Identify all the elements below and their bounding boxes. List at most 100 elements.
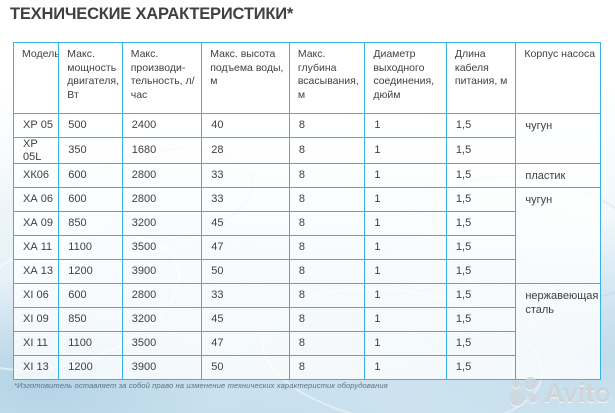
table-cell: 45 bbox=[201, 211, 290, 237]
table-cell: 1,5 bbox=[445, 355, 517, 381]
specs-table: Модель Макс. мощность двигателя, Вт Макс… bbox=[12, 42, 601, 381]
table-cell: 8 bbox=[288, 331, 366, 357]
table-cell: 1680 bbox=[121, 136, 203, 165]
column-header-lift-height: Макс. высота подъема воды, м bbox=[201, 42, 290, 114]
table-cell: 1,5 bbox=[445, 136, 517, 165]
table-cell: XI 13 bbox=[12, 355, 60, 381]
table-cell: 8 bbox=[288, 283, 366, 309]
table-cell: 2800 bbox=[121, 283, 203, 309]
avito-watermark: Avito bbox=[508, 377, 612, 409]
table-cell: ХР 05L bbox=[12, 136, 60, 165]
specs-table-body: ХР 05 500 2400 40 8 1 1,5 чугун ХР 05L 350 1680 28 8… bbox=[12, 112, 601, 381]
column-header-outlet-diameter: Диаметр выходного соединения, дюйм bbox=[364, 42, 447, 114]
table-cell: 47 bbox=[201, 331, 290, 357]
table-cell: 8 bbox=[288, 235, 366, 261]
column-header-cable-length: Длина кабеля питания, м bbox=[445, 42, 517, 114]
table-cell: 40 bbox=[201, 113, 290, 138]
table-cell: XI 09 bbox=[12, 307, 60, 333]
table-row: ХА 06 600 2800 33 8 1 1,5 чугун bbox=[12, 187, 601, 285]
table-cell: ХР 05 bbox=[12, 113, 60, 138]
table-cell: 1,5 bbox=[445, 163, 517, 189]
table-row: ХК06 600 2800 33 8 1 1,5 пластик bbox=[12, 163, 601, 189]
column-header-pump-body: Корпус насоса bbox=[515, 42, 601, 114]
table-cell: 50 bbox=[201, 259, 290, 285]
table-cell: 600 bbox=[58, 163, 123, 189]
table-cell: 1200 bbox=[58, 355, 123, 381]
table-cell: 2800 bbox=[121, 187, 203, 213]
table-cell: 600 bbox=[58, 283, 123, 309]
header-row: Модель Макс. мощность двигателя, Вт Макс… bbox=[12, 42, 601, 114]
column-header-suction-depth: Макс. глубина всасывания, м bbox=[288, 42, 366, 114]
table-cell: 3200 bbox=[121, 307, 203, 333]
table-cell: ХА 11 bbox=[12, 235, 60, 261]
table-row: XI 06 600 2800 33 8 1 1,5 нержавеющая сталь bbox=[12, 283, 601, 381]
table-cell: 33 bbox=[201, 163, 290, 189]
table-cell: 3900 bbox=[121, 355, 203, 381]
table-cell: 1200 bbox=[58, 259, 123, 285]
column-header-power: Макс. мощность двигателя, Вт bbox=[58, 42, 123, 114]
footnote: *Изготовитель оставляет за собой право н… bbox=[14, 381, 388, 390]
specs-table-header: Модель Макс. мощность двигателя, Вт Макс… bbox=[12, 42, 601, 114]
table-cell: 8 bbox=[288, 113, 366, 138]
table-cell: 1,5 bbox=[445, 187, 517, 213]
table-cell: 1,5 bbox=[445, 331, 517, 357]
table-cell: 33 bbox=[201, 283, 290, 309]
column-header-capacity: Макс. производи- тельность, л/час bbox=[121, 42, 203, 114]
table-cell: 8 bbox=[288, 136, 366, 165]
pump-body-cell: нержавеющая сталь bbox=[515, 283, 601, 381]
table-cell: 1,5 bbox=[445, 113, 517, 138]
table-cell: ХА 13 bbox=[12, 259, 60, 285]
table-cell: 1,5 bbox=[445, 235, 517, 261]
table-cell: 3500 bbox=[121, 331, 203, 357]
table-cell: 1,5 bbox=[445, 259, 517, 285]
table-cell: 8 bbox=[288, 355, 366, 381]
table-cell: 1 bbox=[364, 259, 447, 285]
table-cell: 50 bbox=[201, 355, 290, 381]
table-cell: ХК06 bbox=[12, 163, 60, 189]
table-row: ХР 05 500 2400 40 8 1 1,5 чугун bbox=[12, 112, 601, 165]
table-cell: 2800 bbox=[121, 163, 203, 189]
table-cell: 1,5 bbox=[445, 211, 517, 237]
table-cell: 8 bbox=[288, 187, 366, 213]
table-cell: 28 bbox=[201, 136, 290, 165]
table-cell: 600 bbox=[58, 187, 123, 213]
table-cell: XI 06 bbox=[12, 283, 60, 309]
table-row: ХА 13 1200 3900 50 8 1 1,5 bbox=[12, 259, 601, 285]
table-cell: 1,5 bbox=[445, 283, 517, 309]
table-cell: ХА 09 bbox=[12, 211, 60, 237]
pump-body-cell: чугун bbox=[515, 187, 601, 285]
table-cell: 2400 bbox=[121, 113, 203, 138]
pump-body-cell: пластик bbox=[515, 163, 601, 189]
table-cell: 500 bbox=[58, 113, 123, 138]
table-row: ХА 09 850 3200 45 8 1 1,5 bbox=[12, 211, 601, 237]
table-cell: 850 bbox=[58, 211, 123, 237]
table-cell: 850 bbox=[58, 307, 123, 333]
table-cell: 8 bbox=[288, 307, 366, 333]
table-cell: 1100 bbox=[58, 235, 123, 261]
pump-body-cell: чугун bbox=[515, 112, 601, 165]
table-row: ХР 05L 350 1680 28 8 1 1,5 bbox=[12, 136, 601, 165]
table-cell: 1 bbox=[364, 283, 447, 309]
table-cell: 1 bbox=[364, 331, 447, 357]
avito-logo-icon bbox=[508, 377, 541, 409]
table-cell: 1 bbox=[364, 113, 447, 138]
table-cell: 33 bbox=[201, 187, 290, 213]
table-cell: 1,5 bbox=[445, 307, 517, 333]
table-cell: 1 bbox=[364, 235, 447, 261]
column-header-model: Модель bbox=[12, 42, 60, 114]
table-row: XI 13 1200 3900 50 8 1 1,5 bbox=[12, 355, 601, 381]
table-cell: 8 bbox=[288, 211, 366, 237]
table-cell: ХА 06 bbox=[12, 187, 60, 213]
table-row: XI 09 850 3200 45 8 1 1,5 bbox=[12, 307, 601, 333]
page-title: ТЕХНИЧЕСКИЕ ХАРАКТЕРИСТИКИ* bbox=[10, 5, 294, 23]
avito-watermark-label: Avito bbox=[544, 377, 612, 408]
table-cell: 1 bbox=[364, 136, 447, 165]
table-cell: 1 bbox=[364, 307, 447, 333]
table-cell: 3900 bbox=[121, 259, 203, 285]
table-cell: 1 bbox=[364, 187, 447, 213]
table-cell: 1 bbox=[364, 211, 447, 237]
table-cell: 1100 bbox=[58, 331, 123, 357]
table-row: ХА 11 1100 3500 47 8 1 1,5 bbox=[12, 235, 601, 261]
table-row: XI 11 1100 3500 47 8 1 1,5 bbox=[12, 331, 601, 357]
table-cell: XI 11 bbox=[12, 331, 60, 357]
